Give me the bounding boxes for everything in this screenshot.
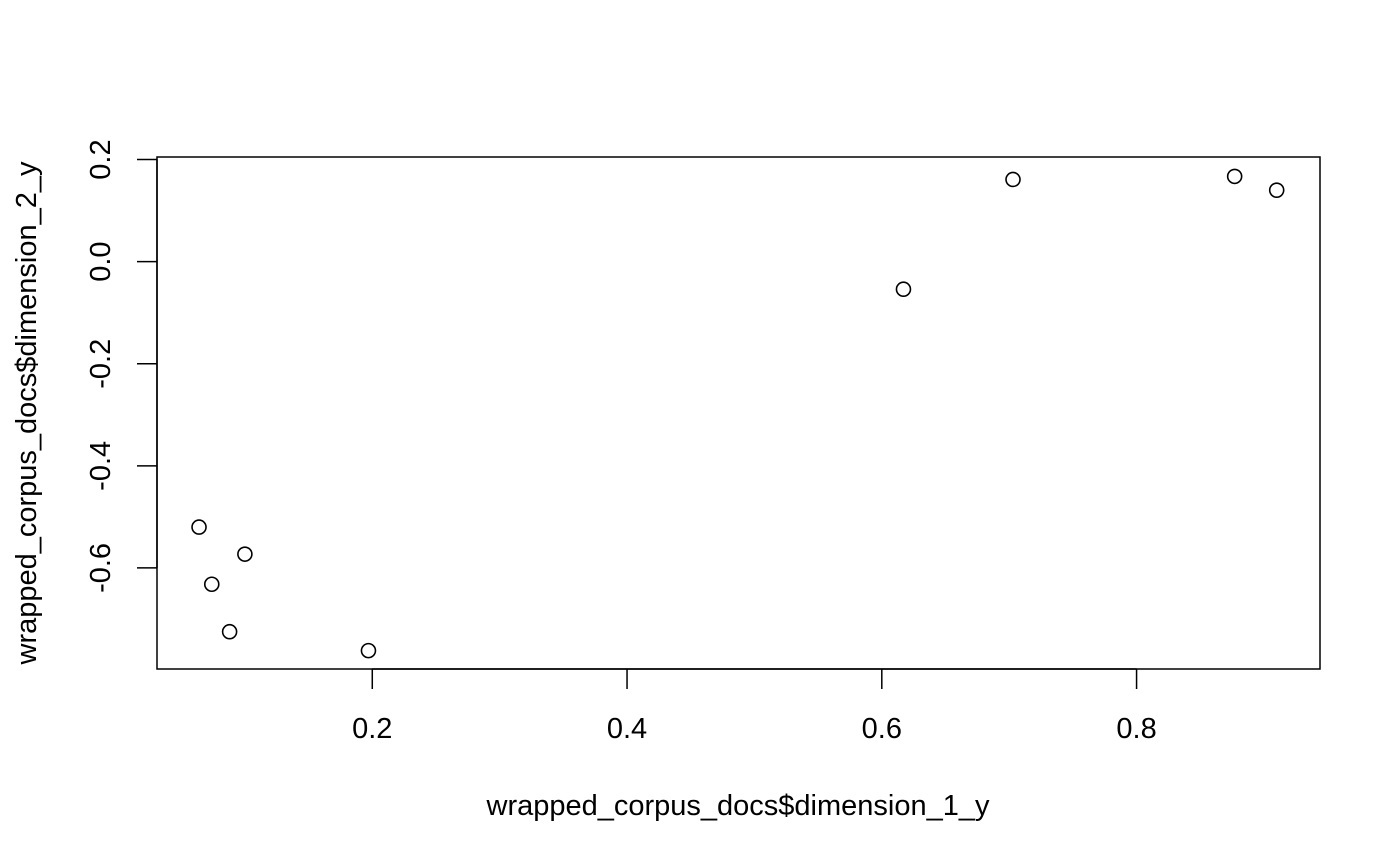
data-point: [1005, 171, 1021, 188]
x-tick-label: 0.4: [607, 713, 647, 745]
x-tick-label: 0.2: [352, 713, 392, 745]
data-point: [221, 623, 238, 640]
data-point: [203, 576, 220, 593]
x-axis: 0.2 0.4 0.6 0.8: [352, 668, 1157, 745]
data-point: [1226, 168, 1243, 185]
data-point: [360, 642, 377, 659]
y-tick-label: -0.2: [85, 339, 117, 389]
data-point: [1268, 182, 1285, 198]
plot-frame: [156, 156, 1321, 670]
y-tick-label: -0.4: [85, 441, 117, 491]
data-point: [191, 519, 207, 535]
y-tick-label: 0.0: [85, 241, 117, 281]
data-point: [895, 281, 912, 298]
x-tick-label: 0.6: [862, 713, 902, 745]
x-axis-label: wrapped_corpus_docs$dimension_1_y: [486, 790, 990, 822]
y-tick-label: -0.6: [85, 543, 117, 593]
y-axis-label: wrapped_corpus_docs$dimension_2_y: [11, 161, 43, 665]
y-tick-label: 0.2: [85, 139, 117, 179]
data-point: [237, 546, 253, 562]
x-tick-label: 0.8: [1116, 713, 1156, 745]
y-axis: -0.6 -0.4 -0.2 0.0 0.2: [85, 139, 158, 593]
data-points: [191, 168, 1285, 659]
